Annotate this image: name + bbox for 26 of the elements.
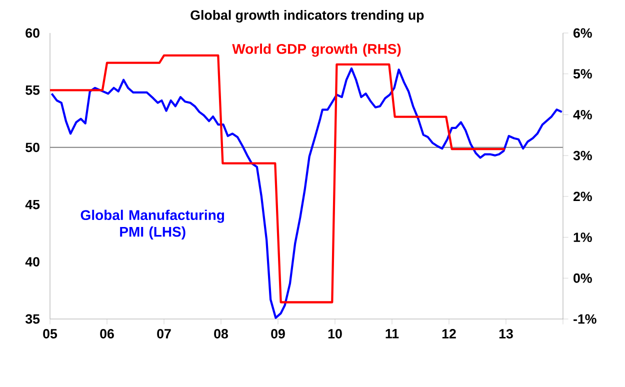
y2-tick-label: 2% bbox=[573, 192, 592, 202]
y2-tick-label: 0% bbox=[574, 273, 592, 283]
y2-tick-label: 6% bbox=[573, 28, 592, 38]
chart-title: Global growth indicators trending up bbox=[190, 10, 424, 23]
series-label: World GDP growth (RHS) bbox=[232, 44, 401, 57]
y2-tick-label: -1% bbox=[574, 314, 596, 324]
y-tick-label: 55 bbox=[26, 86, 40, 95]
x-tick-label: 11 bbox=[386, 329, 399, 338]
x-tick-label: 08 bbox=[214, 329, 228, 338]
y-tick-label: 45 bbox=[25, 200, 40, 210]
y2-tick-label: 4% bbox=[573, 110, 592, 120]
y2-tick-label: 1% bbox=[574, 232, 592, 242]
x-tick-label: 05 bbox=[43, 329, 58, 338]
text: Global Manufacturing PMI (LHS) bbox=[80, 210, 224, 240]
y2-tick-label: 3% bbox=[573, 150, 592, 160]
y2-tick-label: 5% bbox=[573, 69, 592, 79]
y-tick-label: 40 bbox=[25, 257, 40, 267]
x-tick-label: 12 bbox=[442, 329, 456, 338]
x-tick-label: 06 bbox=[100, 329, 114, 338]
x-tick-label: 13 bbox=[499, 329, 513, 338]
x-tick-label: 10 bbox=[328, 329, 342, 338]
y-tick-label: 50 bbox=[26, 142, 40, 152]
y-tick-label: 60 bbox=[26, 28, 40, 38]
x-tick-label: 07 bbox=[157, 329, 171, 338]
x-tick-label: 09 bbox=[271, 329, 285, 338]
y-tick-label: 35 bbox=[25, 314, 40, 324]
